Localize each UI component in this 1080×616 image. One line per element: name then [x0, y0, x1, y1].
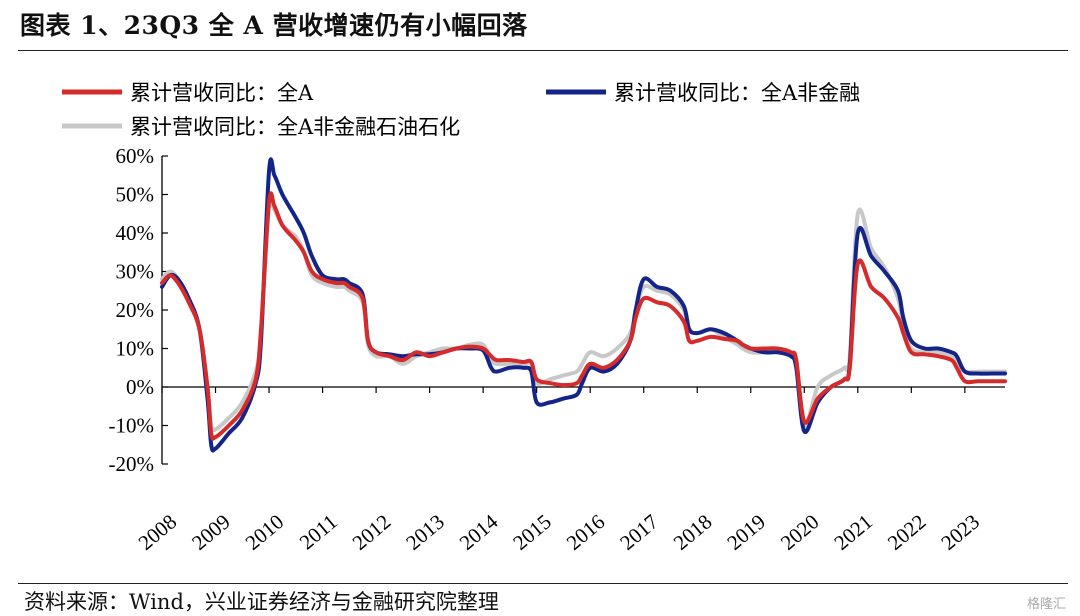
legend-item-nonfinancial: 累计营收同比：全A非金融: [546, 81, 860, 105]
title-divider: [18, 50, 1068, 51]
x-tick-label: 2023: [936, 509, 984, 554]
line-chart: 累计营收同比：全A 累计营收同比：全A非金融 累计营收同比：全A非金融石油石化 …: [62, 81, 1007, 555]
x-tick-label: 2015: [508, 509, 556, 554]
x-tick-label: 2014: [455, 509, 503, 555]
series-layer: [160, 157, 1007, 453]
legend: 累计营收同比：全A 累计营收同比：全A非金融 累计营收同比：全A非金融石油石化: [62, 81, 860, 139]
series-line-total-a: [160, 191, 1007, 441]
y-tick-label: 10%: [116, 337, 155, 361]
y-tick-label: 0%: [126, 375, 154, 399]
watermark: 格隆汇: [1026, 597, 1066, 612]
x-tick-label: 2010: [241, 509, 289, 554]
source-note: 资料来源：Wind，兴业证券经济与金融研究院整理: [24, 590, 499, 614]
x-tick-label: 2018: [669, 509, 717, 554]
x-tick-label: 2012: [348, 509, 396, 554]
x-tick-label: 2013: [401, 509, 449, 554]
y-tick-label: 20%: [116, 298, 155, 322]
legend-label-total-a: 累计营收同比：全A: [130, 81, 314, 105]
y-tick-label: -20%: [109, 452, 155, 476]
x-tick-label: 2017: [615, 509, 663, 554]
legend-label-nonfinancial-ex-petro: 累计营收同比：全A非金融石油石化: [130, 115, 460, 139]
legend-item-total-a: 累计营收同比：全A: [62, 81, 314, 105]
chart-title: 图表 1、23Q3 全 A 营收增速仍有小幅回落: [20, 11, 528, 40]
x-tick-label: 2021: [829, 509, 877, 554]
x-tick-label: 2008: [134, 509, 182, 554]
legend-label-nonfinancial: 累计营收同比：全A非金融: [614, 81, 860, 105]
x-tick-label: 2011: [295, 509, 342, 554]
y-tick-label: -10%: [109, 414, 155, 438]
x-tick-label: 2019: [722, 509, 770, 554]
y-tick-label: 30%: [116, 260, 155, 284]
series-line-nonfinancial: [160, 157, 1007, 453]
y-tick-label: 40%: [116, 221, 155, 245]
source-divider: [18, 583, 1068, 584]
x-tick-label: 2020: [776, 509, 824, 554]
y-tick-label: 60%: [116, 144, 155, 168]
x-tick-label: 2022: [883, 509, 931, 554]
x-tick-label: 2009: [187, 509, 235, 554]
x-tick-label: 2016: [562, 509, 610, 554]
y-tick-label: 50%: [116, 183, 155, 207]
legend-item-nonfinancial-ex-petro: 累计营收同比：全A非金融石油石化: [62, 115, 460, 139]
y-axis: -20% -10% 0% 10% 20% 30% 40% 50% 60%: [109, 144, 168, 476]
x-axis: 2008 2009 2010 2011 2012 2013 2014 2015 2016 2017…: [134, 386, 1005, 555]
